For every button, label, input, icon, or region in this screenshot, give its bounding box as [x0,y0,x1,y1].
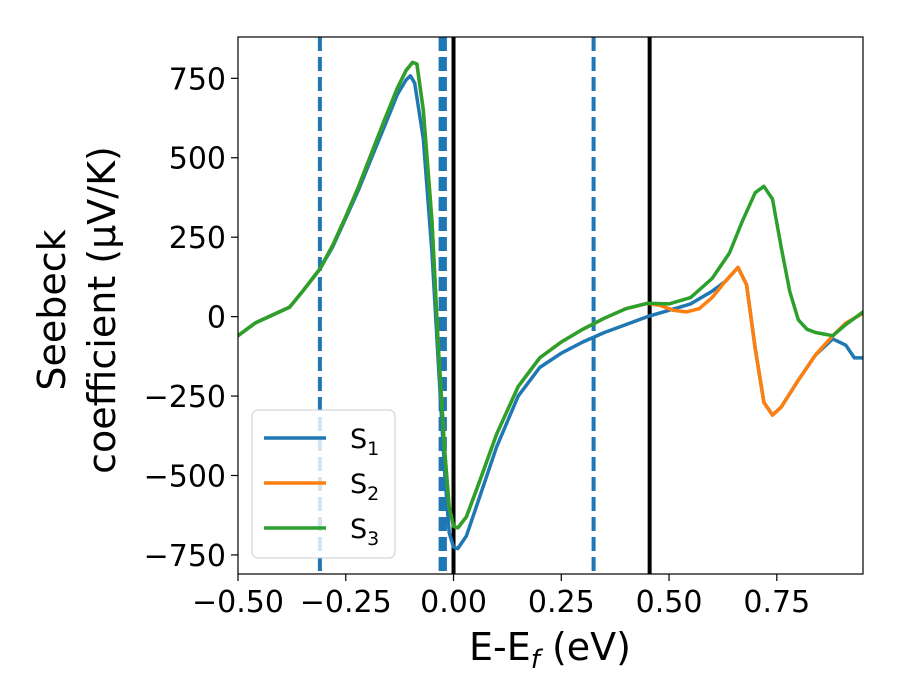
x-tick-label: −0.50 [192,585,284,620]
x-tick-label: −0.25 [300,585,392,620]
y-tick-label: 0 [207,301,226,336]
x-axis-label-main: E-E [469,625,531,669]
y-tick-label: 750 [169,62,226,97]
x-tick-label: 0.25 [528,585,595,620]
legend: S1 S2 S3 [251,409,396,559]
plot-frame [237,36,864,575]
y-axis: 750 500 250 0 −250 −500 −750 [144,62,238,574]
series-line-S3 [238,60,863,530]
x-axis-label: E-Ef (eV) [469,625,631,675]
x-tick-label: 0.00 [420,585,487,620]
x-tick-label: 0.75 [743,585,810,620]
y-tick-label: 250 [169,221,226,256]
series-layer [238,60,863,551]
y-tick-label: 500 [169,142,226,177]
y-tick-label: −250 [144,380,226,415]
y-tick-label: −500 [144,459,226,494]
y-tick-label: −750 [144,539,226,574]
x-axis-label-unit: (eV) [540,625,631,669]
y-axis-label-line1: Seebeck [30,229,74,390]
y-axis-label-line2: coefficient (μV/K) [80,146,124,474]
reference-lines [317,37,652,574]
x-axis: −0.50 −0.25 0.00 0.25 0.50 0.75 [192,574,810,620]
legend-label-S2: S2 [350,469,379,505]
legend-label-S1: S1 [350,424,379,460]
legend-label-S3: S3 [350,514,379,550]
x-tick-label: 0.50 [636,585,703,620]
